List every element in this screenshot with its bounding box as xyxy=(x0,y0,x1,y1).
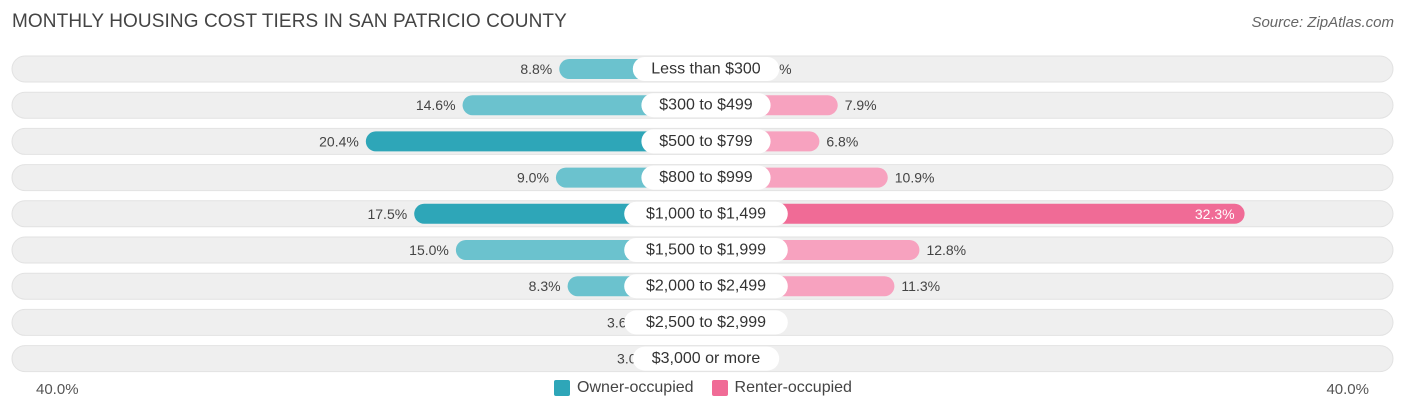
source-note: Source: ZipAtlas.com xyxy=(1251,14,1394,31)
axis-label-left: 40.0% xyxy=(36,381,79,398)
category-label: $2,000 to $2,499 xyxy=(646,278,766,295)
value-label-owner: 17.5% xyxy=(367,206,407,222)
legend-item-owner[interactable]: Owner-occupied xyxy=(554,379,694,397)
value-label-renter: 10.9% xyxy=(895,170,935,186)
legend-swatch-owner xyxy=(554,380,571,396)
legend-label-owner: Owner-occupied xyxy=(577,379,694,396)
category-label: $300 to $499 xyxy=(659,97,753,114)
category-pill xyxy=(641,165,771,190)
value-label-owner: 14.6% xyxy=(416,97,456,113)
category-pill xyxy=(632,57,780,81)
value-label-owner: 8.8% xyxy=(520,61,552,77)
chart-title: MONTHLY HOUSING COST TIERS IN SAN PATRIC… xyxy=(12,11,567,32)
value-label-owner: 8.3% xyxy=(529,278,561,294)
value-label-owner: 9.0% xyxy=(517,170,549,186)
bar-renter xyxy=(706,203,1245,224)
category-label: Less than $300 xyxy=(651,61,761,78)
value-label-owner: 15.0% xyxy=(409,242,449,258)
value-label-renter: 12.8% xyxy=(926,242,966,258)
axis-label-right: 40.0% xyxy=(1326,381,1369,398)
category-label: $2,500 to $2,999 xyxy=(646,314,766,331)
value-label-renter: 7.9% xyxy=(845,97,877,113)
value-label-renter: 6.8% xyxy=(826,133,858,149)
category-pill xyxy=(624,310,788,335)
bar-owner xyxy=(365,131,706,152)
legend-item-renter[interactable]: Renter-occupied xyxy=(711,379,852,397)
category-pill xyxy=(632,346,780,371)
category-pill xyxy=(624,274,788,299)
value-label-renter: 11.3% xyxy=(901,278,940,294)
category-pill xyxy=(641,93,771,118)
category-label: $800 to $999 xyxy=(659,169,753,186)
value-label-owner: 20.4% xyxy=(319,133,359,149)
category-label: $1,000 to $1,499 xyxy=(646,205,766,222)
category-label: $500 to $799 xyxy=(659,133,753,150)
legend-label-renter: Renter-occupied xyxy=(734,379,852,396)
legend: Owner-occupied Renter-occupied xyxy=(0,379,1406,397)
category-pill xyxy=(641,129,771,154)
category-pill xyxy=(624,238,788,262)
category-label: $1,500 to $1,999 xyxy=(646,242,766,259)
value-label-renter: 32.3% xyxy=(1195,206,1235,222)
category-label: $3,000 or more xyxy=(652,350,761,367)
legend-swatch-renter xyxy=(711,380,728,396)
category-pill xyxy=(624,201,788,226)
